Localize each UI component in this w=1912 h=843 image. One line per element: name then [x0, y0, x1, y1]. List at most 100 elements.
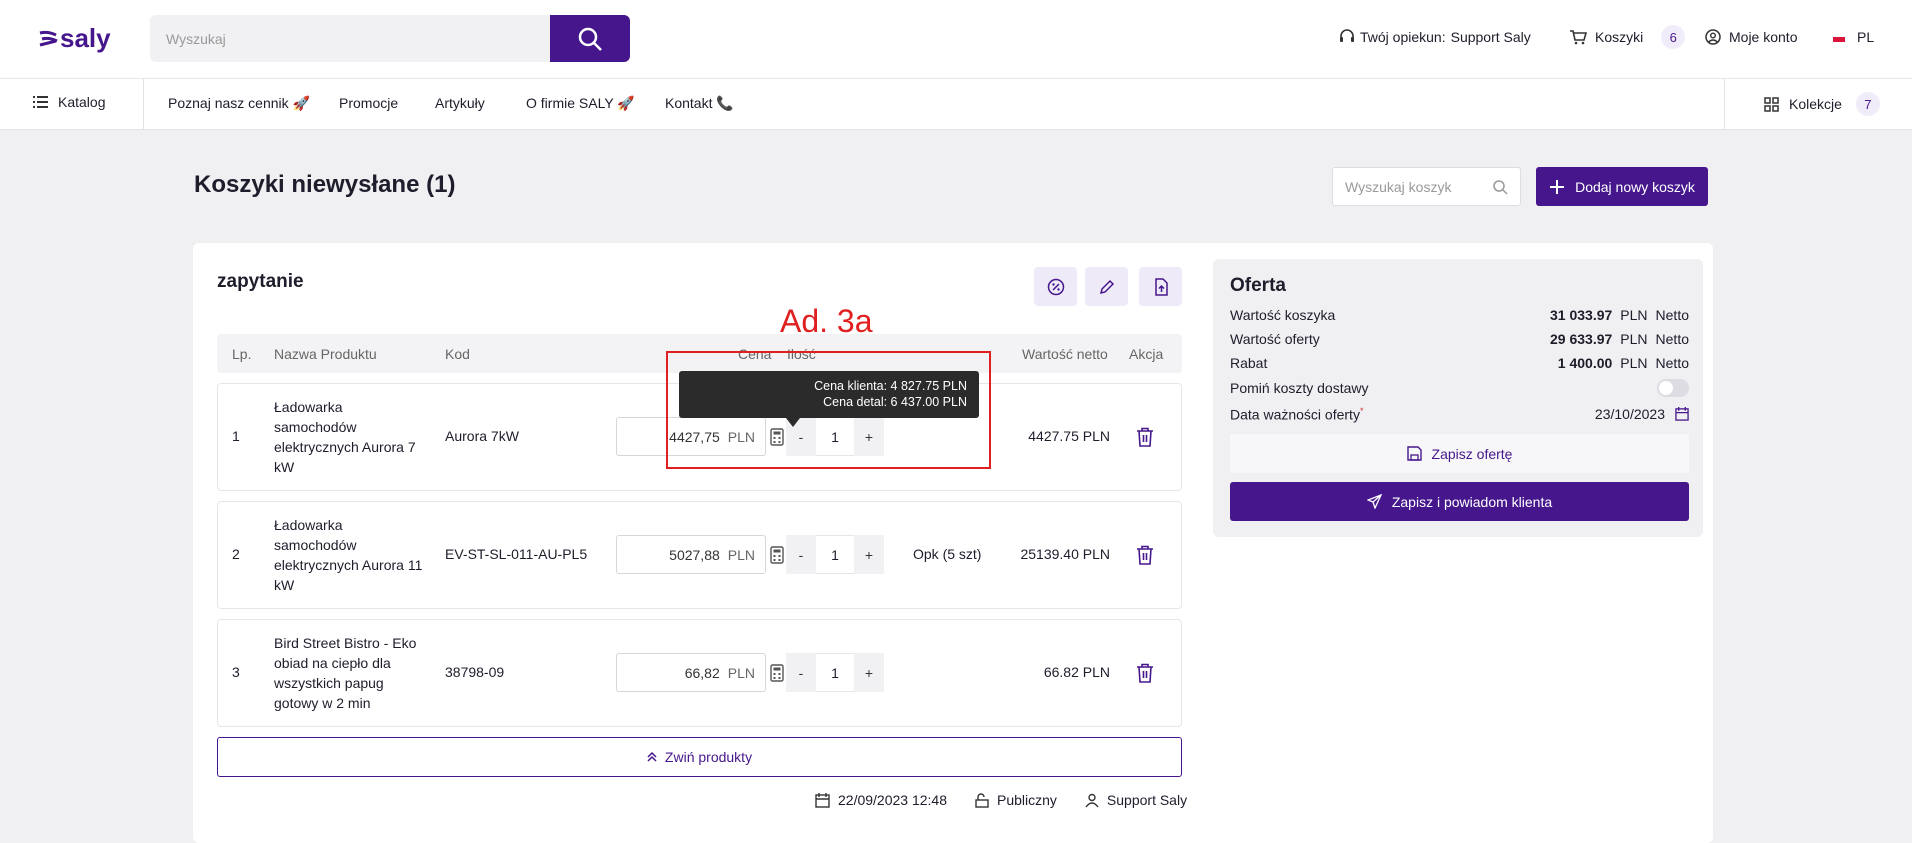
column-header: Akcja	[1129, 346, 1164, 362]
nav-link[interactable]: Kontakt 📞	[665, 95, 734, 111]
export-button[interactable]	[1139, 267, 1182, 306]
support[interactable]: Twój opiekun: Support Saly	[1339, 26, 1531, 48]
increase-button[interactable]: +	[854, 653, 884, 692]
headset-icon	[1340, 29, 1354, 42]
quantity-value[interactable]: 1	[816, 653, 854, 692]
unlock-icon	[975, 792, 989, 808]
chevrons-icon	[647, 752, 657, 762]
product-name: Ładowarka samochodów elektrycznych Auror…	[274, 399, 416, 475]
add-cart-label: Dodaj nowy koszyk	[1575, 178, 1695, 195]
cart-search[interactable]: Wyszukaj koszyk	[1332, 167, 1521, 206]
carts-badge: 6	[1661, 25, 1686, 49]
validity-text: Data ważności oferty	[1230, 406, 1360, 423]
toggle[interactable]	[1657, 379, 1689, 397]
nav-divider	[1724, 79, 1725, 130]
quantity-control: -1 +	[786, 653, 884, 692]
calculator-icon	[770, 428, 784, 446]
header: saly Wyszukaj Twój opiekun: Support Saly…	[0, 0, 1912, 79]
price-value: 4427,75	[669, 428, 720, 445]
decrease-button[interactable]: -	[786, 653, 816, 692]
nav-divider	[143, 79, 144, 130]
collapse-label: Zwiń produkty	[664, 749, 753, 765]
decrease-button[interactable]: -	[786, 535, 816, 574]
product-code: Aurora 7kW	[445, 428, 519, 444]
price-value: 66,82	[684, 664, 720, 681]
offer-line: Wartość oferty 29 633.97 PLN Netto	[1230, 328, 1689, 350]
trash-icon	[1137, 427, 1153, 447]
discount-button[interactable]	[1034, 267, 1077, 306]
save-offer-button[interactable]: Zapisz ofertę	[1230, 434, 1689, 473]
search-input[interactable]: Wyszukaj	[150, 15, 550, 62]
price-input[interactable]: 66,82 PLN	[616, 653, 766, 692]
column-header: Kod	[445, 346, 470, 362]
trash-icon	[1137, 663, 1153, 683]
delete-button[interactable]	[1136, 545, 1154, 565]
cart-meta: 22/09/2023 12:48 Publiczny Support Saly	[815, 792, 1187, 808]
collapse-button[interactable]: Zwiń produkty	[217, 737, 1182, 777]
product-code: EV-ST-SL-011-AU-PL5	[445, 546, 588, 562]
logo[interactable]: saly	[38, 22, 111, 54]
currency: PLN	[1620, 307, 1648, 323]
price-input[interactable]: 4427,75 PLN	[616, 417, 766, 456]
catalog-label: Katalog	[58, 94, 106, 110]
amount: 1 400.00	[1557, 355, 1613, 371]
validity-label: Data ważności oferty*	[1230, 406, 1363, 423]
owner: Support Saly	[1106, 792, 1188, 808]
add-cart-button[interactable]: Dodaj nowy koszyk	[1536, 167, 1708, 206]
save-notify-label: Zapisz i powiadom klienta	[1391, 493, 1553, 510]
search-button[interactable]	[550, 15, 630, 62]
delete-button[interactable]	[1136, 663, 1154, 683]
language[interactable]: PL	[1833, 26, 1874, 48]
account-icon	[1705, 29, 1721, 45]
offer-line-label: Wartość koszyka	[1230, 307, 1336, 323]
increase-button[interactable]: +	[854, 417, 884, 456]
quantity-value[interactable]: 1	[816, 535, 854, 574]
offer-line-label: Rabat	[1230, 355, 1268, 371]
save-notify-button[interactable]: Zapisz i powiadom klienta	[1230, 482, 1689, 521]
nav-link[interactable]: Artykuły	[435, 95, 485, 111]
collections-label: Kolekcje	[1789, 96, 1842, 112]
nav-link[interactable]: Promocje	[339, 95, 399, 111]
logo-mark	[39, 30, 58, 47]
support-name: Support Saly	[1450, 29, 1531, 45]
price-tooltip: Cena klienta: 4 827.75 PLN Cena detal: 6…	[679, 371, 979, 418]
plus-icon	[1550, 179, 1565, 194]
search-placeholder: Wyszukaj	[166, 30, 226, 47]
flag-icon	[1833, 32, 1845, 42]
offer-line-value: 29 633.97 PLN Netto	[1550, 331, 1689, 347]
tooltip-client-price: Cena klienta: 4 827.75 PLN	[814, 379, 967, 393]
account-link[interactable]: Moje konto	[1705, 26, 1797, 48]
calculator-button[interactable]	[770, 428, 784, 446]
collections-link[interactable]: Kolekcje 7	[1764, 92, 1880, 116]
net-value: 25139.40 PLN	[1020, 546, 1110, 562]
nav-link[interactable]: O firmie SALY 🚀	[526, 95, 635, 111]
tooltip-arrow	[786, 418, 800, 427]
increase-button[interactable]: +	[854, 535, 884, 574]
search-icon	[1493, 179, 1508, 195]
validity-date-field[interactable]: 23/10/2023	[1595, 406, 1689, 422]
price-currency: PLN	[727, 546, 755, 563]
price-currency: PLN	[727, 428, 755, 445]
annotation: Ad. 3a	[780, 303, 873, 339]
product-name: Ładowarka samochodów elektrycznych Auror…	[274, 517, 423, 593]
carts-link[interactable]: Koszyki 6	[1569, 25, 1686, 49]
edit-button[interactable]	[1085, 267, 1128, 306]
save-offer-label: Zapisz ofertę	[1431, 445, 1513, 462]
calculator-button[interactable]	[770, 664, 784, 682]
nav-link[interactable]: Poznaj nasz cennik 🚀	[168, 95, 310, 111]
toggle-knob	[1659, 381, 1673, 395]
required-mark: *	[1359, 405, 1364, 416]
net-value: 4427.75 PLN	[1028, 428, 1110, 444]
offer-line: Pomiń koszty dostawy	[1230, 377, 1689, 399]
cart-name: zapytanie	[217, 271, 304, 292]
offer-line: Wartość koszyka 31 033.97 PLN Netto	[1230, 304, 1689, 326]
amount: 31 033.97	[1550, 307, 1613, 323]
offer-line-label: Wartość oferty	[1230, 331, 1320, 347]
tooltip-retail-price: Cena detal: 6 437.00 PLN	[823, 395, 967, 409]
calculator-button[interactable]	[770, 546, 784, 564]
price-input[interactable]: 5027,88 PLN	[616, 535, 766, 574]
product-code: 38798-09	[445, 664, 505, 680]
catalog-link[interactable]: Katalog	[33, 94, 105, 110]
delete-button[interactable]	[1136, 427, 1154, 447]
